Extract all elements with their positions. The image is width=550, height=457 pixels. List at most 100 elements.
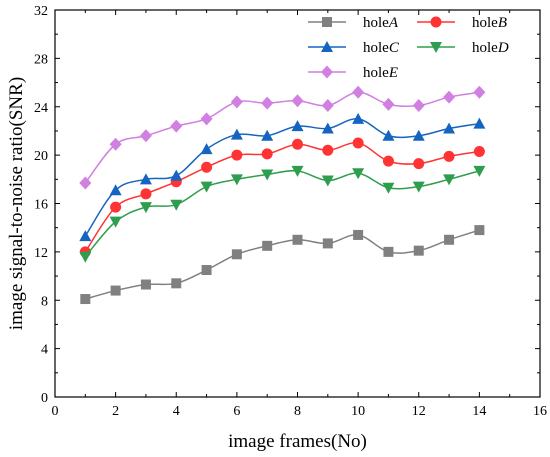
x-tick-label: 16 — [533, 404, 547, 419]
data-point — [352, 168, 365, 180]
data-point — [261, 129, 274, 141]
legend-marker — [321, 41, 333, 52]
y-tick-label: 16 — [34, 198, 48, 213]
data-point — [231, 149, 243, 161]
data-point — [201, 265, 212, 276]
x-axis-title: image frames(No) — [228, 431, 367, 452]
plot-area — [54, 9, 541, 398]
data-point — [412, 129, 425, 141]
x-tick-label: 12 — [412, 404, 426, 419]
y-tick-label: 32 — [34, 4, 48, 19]
series-holeA — [80, 225, 485, 305]
data-point — [352, 112, 365, 124]
x-tick-label: 14 — [472, 404, 486, 419]
legend-item: holeA — [308, 15, 399, 31]
data-point — [109, 184, 122, 196]
legend-item: holeB — [417, 15, 507, 31]
data-point — [291, 120, 304, 132]
data-point — [322, 238, 333, 249]
data-point — [321, 122, 334, 134]
data-point — [200, 112, 213, 126]
y-tick-label: 8 — [41, 294, 48, 309]
y-tick-label: 12 — [34, 246, 48, 261]
legend-marker — [321, 65, 333, 79]
data-point — [473, 165, 486, 177]
y-tick-label: 0 — [41, 391, 48, 406]
legend-label: holeE — [363, 65, 398, 81]
data-point — [443, 122, 456, 134]
data-point — [230, 95, 243, 109]
data-point — [382, 129, 395, 141]
data-point — [291, 165, 304, 177]
data-point — [109, 216, 122, 228]
data-point — [80, 294, 91, 305]
data-point — [473, 117, 486, 129]
data-point — [139, 173, 152, 185]
data-point — [292, 234, 303, 245]
data-point — [413, 158, 425, 170]
y-tick-label: 28 — [34, 52, 48, 67]
legend-marker — [430, 16, 442, 28]
legend-item: holeD — [417, 40, 509, 56]
legend-item: holeE — [308, 65, 398, 81]
data-point — [170, 199, 183, 211]
data-point — [230, 174, 243, 186]
data-point — [109, 137, 122, 151]
data-point — [79, 176, 92, 190]
y-tick-label: 4 — [41, 343, 48, 358]
data-point — [261, 169, 274, 181]
data-point — [321, 99, 334, 113]
x-tick-label: 8 — [294, 404, 301, 419]
data-point — [171, 278, 182, 289]
x-tick-label: 2 — [112, 404, 119, 419]
data-point — [473, 145, 485, 157]
data-point — [292, 138, 303, 150]
data-point — [200, 181, 213, 193]
data-point — [79, 251, 92, 263]
data-point — [322, 144, 334, 156]
data-point — [352, 137, 364, 149]
legend-marker — [322, 17, 332, 27]
data-point — [382, 182, 395, 194]
legend-label: holeD — [472, 40, 509, 56]
data-point — [291, 94, 304, 108]
data-point — [140, 188, 152, 200]
legend: holeA holeB holeC holeD holeE — [308, 15, 509, 81]
plot-border — [54, 9, 541, 398]
x-tick-label: 6 — [233, 404, 240, 419]
series-holeD — [79, 165, 486, 263]
y-axis-title: image signal-to-noise ratio(SNR) — [6, 77, 27, 330]
data-point — [170, 119, 183, 133]
data-point — [474, 225, 485, 236]
data-point — [443, 90, 456, 104]
x-tick-label: 10 — [351, 404, 365, 419]
data-point — [201, 161, 213, 173]
series-holeE — [79, 85, 486, 190]
data-point — [353, 229, 364, 240]
series-lines — [79, 85, 486, 305]
data-point — [79, 230, 92, 242]
data-point — [382, 97, 395, 111]
data-point — [261, 96, 274, 110]
data-point — [230, 128, 243, 140]
data-point — [444, 234, 455, 245]
data-point — [140, 279, 151, 290]
data-point — [382, 155, 394, 167]
data-point — [110, 285, 121, 296]
data-point — [321, 175, 334, 187]
x-tick-label: 0 — [52, 404, 59, 419]
data-point — [231, 249, 242, 260]
legend-label: holeC — [363, 40, 400, 56]
data-point — [412, 181, 425, 193]
data-point — [261, 148, 273, 160]
data-point — [383, 246, 394, 257]
data-point — [352, 85, 365, 99]
legend-item: holeC — [308, 40, 400, 56]
data-point — [262, 240, 273, 251]
legend-label: holeB — [472, 15, 507, 31]
data-point — [139, 129, 152, 143]
series-holeC — [79, 112, 486, 242]
legend-label: holeA — [363, 15, 399, 31]
data-point — [110, 201, 122, 213]
